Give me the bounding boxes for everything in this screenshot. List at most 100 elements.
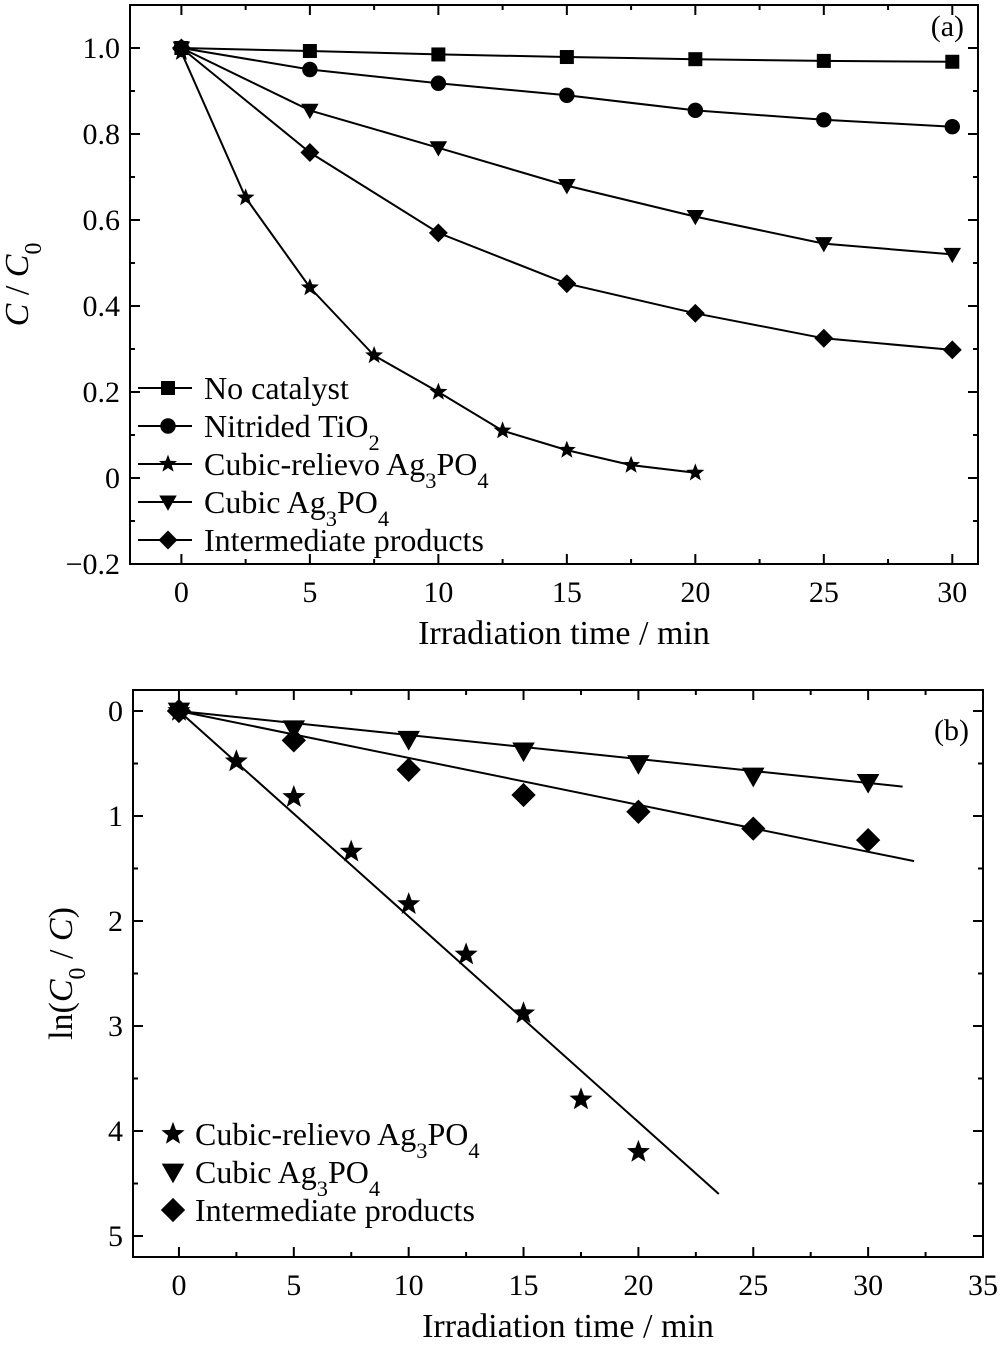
y-axis-label: C / C0 (0, 243, 47, 327)
x-tick-label: 25 (738, 1269, 768, 1302)
y-axis-label-part: C (43, 918, 80, 941)
data-point (493, 421, 512, 439)
data-point (855, 828, 881, 853)
y-tick-label: 0.6 (83, 204, 121, 237)
data-point (685, 303, 705, 323)
legend-label-part: 4 (369, 1176, 380, 1201)
data-point (429, 141, 448, 157)
data-point (512, 742, 535, 763)
panel-label: (a) (931, 10, 964, 43)
legend-label-part: Intermediate products (204, 522, 484, 558)
legend-label: Intermediate products (204, 522, 484, 558)
legend-label-part: PO (436, 446, 477, 482)
data-point (856, 773, 880, 794)
y-axis-label-group: C / C0 (0, 243, 47, 327)
y-axis-label-part: / (0, 277, 36, 303)
series-0 (167, 698, 720, 1195)
legend-label: Cubic-relievo Ag3PO4 (204, 446, 489, 493)
data-point (815, 237, 833, 253)
legend-label: Nitrided TiO2 (204, 408, 380, 455)
data-point (741, 816, 766, 841)
y-axis-label-part: / (43, 941, 80, 967)
panel-label: (b) (934, 714, 969, 747)
data-point (171, 38, 191, 58)
legend-label-part: 3 (416, 1138, 427, 1163)
data-point (302, 44, 317, 59)
y-tick-label: 0.4 (83, 290, 121, 323)
data-point (686, 209, 705, 226)
data-point (626, 799, 651, 824)
data-point (627, 755, 650, 775)
y-tick-label: 0.8 (83, 118, 121, 151)
y-tick-label: 5 (108, 1220, 123, 1253)
data-point (945, 54, 960, 69)
y-tick-label: 0 (108, 695, 123, 728)
data-point (301, 103, 319, 120)
data-point (557, 274, 577, 294)
data-point (454, 942, 478, 965)
y-tick-label: −0.2 (66, 548, 120, 581)
chart-panel-a: 0 5 10 15 20 25 30−0.200.20.40.60.81.0Irradiat… (0, 4, 979, 652)
data-point (814, 328, 834, 348)
y-axis-label-part: C (0, 254, 36, 277)
y-axis-label-part: ) (43, 907, 80, 918)
y-tick-label: 1 (108, 800, 123, 833)
legend-marker (158, 530, 178, 550)
data-point (431, 47, 446, 62)
y-axis-label-group: ln(C0 / C) (43, 907, 91, 1040)
legend-marker (159, 454, 177, 472)
legend-label-part: 3 (425, 468, 436, 493)
data-point (365, 346, 384, 364)
x-tick-label: 5 (302, 576, 317, 609)
data-point (559, 87, 575, 104)
legend-label-part: Cubic Ag (204, 484, 326, 520)
x-tick-label: 30 (937, 576, 967, 609)
data-point (430, 75, 447, 91)
data-point (816, 53, 831, 68)
y-axis-label-part: ln( (43, 1002, 80, 1040)
data-point (557, 440, 576, 458)
legend-label: Cubic-relievo Ag3PO4 (195, 1116, 480, 1163)
legend-label-part: PO (328, 1154, 369, 1190)
plot-frame (129, 4, 979, 565)
x-tick-label: 15 (509, 1269, 539, 1302)
data-point (224, 749, 248, 772)
legend-label-part: 2 (368, 430, 379, 455)
y-tick-label: 0 (105, 462, 120, 495)
y-tick-label: 4 (108, 1115, 123, 1148)
data-point (942, 340, 962, 360)
y-tick-label: 2 (108, 905, 123, 938)
data-point (397, 730, 420, 751)
y-axis-label-part: 0 (65, 968, 91, 980)
legend-marker (160, 418, 176, 434)
series-1 (167, 702, 903, 794)
y-axis-label-part: C (0, 303, 36, 326)
legend-marker (161, 1163, 185, 1184)
data-point (626, 1139, 650, 1162)
data-point (300, 143, 320, 162)
legend-label-part: 3 (326, 506, 337, 531)
data-point (281, 728, 306, 753)
legend-label: No catalyst (204, 370, 349, 406)
fit-line (178, 710, 720, 1195)
series-2 (166, 698, 915, 863)
legend-marker (161, 381, 175, 395)
legend-marker (159, 495, 177, 511)
legend-label-part: 4 (378, 506, 389, 531)
y-axis-label-part: C (43, 979, 80, 1002)
legend-label-part: 4 (477, 468, 488, 493)
y-axis-label: ln(C0 / C) (43, 907, 91, 1040)
data-point (569, 1087, 593, 1110)
data-point (688, 52, 703, 67)
legend-label: Cubic Ag3PO4 (195, 1154, 380, 1201)
x-tick-label: 0 (174, 576, 189, 609)
x-axis-label: Irradiation time / min (422, 1308, 714, 1345)
legend-label: Cubic Ag3PO4 (204, 484, 389, 531)
series-3 (172, 41, 962, 264)
x-tick-label: 20 (623, 1269, 653, 1302)
x-tick-label: 5 (286, 1269, 301, 1302)
